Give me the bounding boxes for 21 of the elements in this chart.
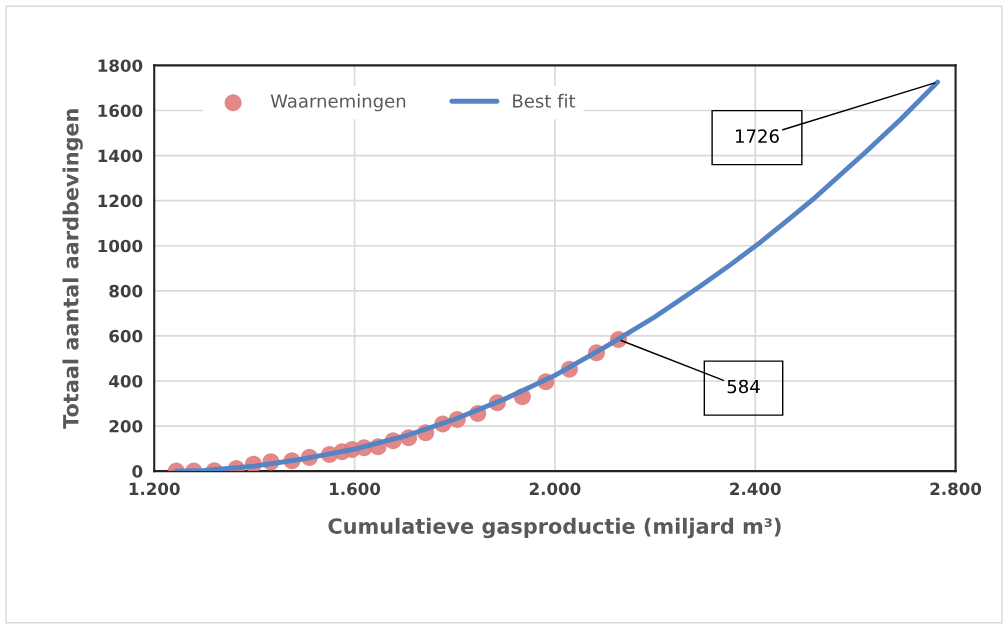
- legend-label: Waarnemingen: [270, 93, 406, 112]
- x-tick-label: 2.800: [930, 482, 982, 496]
- y-tick-label: 0: [132, 465, 143, 478]
- x-tick-label: 2.000: [529, 482, 581, 496]
- x-tick-label: 1.200: [129, 482, 180, 496]
- y-tick-label: 1000: [98, 239, 143, 253]
- y-axis-title: Totaal aantal aardbevingen: [62, 109, 83, 429]
- x-tick-label: 2.400: [730, 482, 781, 496]
- x-tick-label: 1.600: [330, 482, 381, 496]
- y-tick-label: 600: [109, 329, 143, 343]
- x-axis-title: Cumulatieve gasproductie (miljard m³): [328, 517, 781, 539]
- y-tick-label: 400: [109, 374, 143, 388]
- annotation: 1726: [736, 129, 779, 143]
- y-tick-label: 800: [109, 284, 143, 298]
- y-tick-label: 1400: [98, 149, 143, 163]
- y-tick-label: 1600: [98, 104, 143, 118]
- annotation: 584: [727, 379, 760, 394]
- y-tick-label: 1200: [98, 194, 143, 208]
- legend-label: Best fit: [513, 93, 576, 108]
- y-tick-label: 200: [109, 420, 143, 433]
- y-tick-label: 1800: [98, 59, 143, 72]
